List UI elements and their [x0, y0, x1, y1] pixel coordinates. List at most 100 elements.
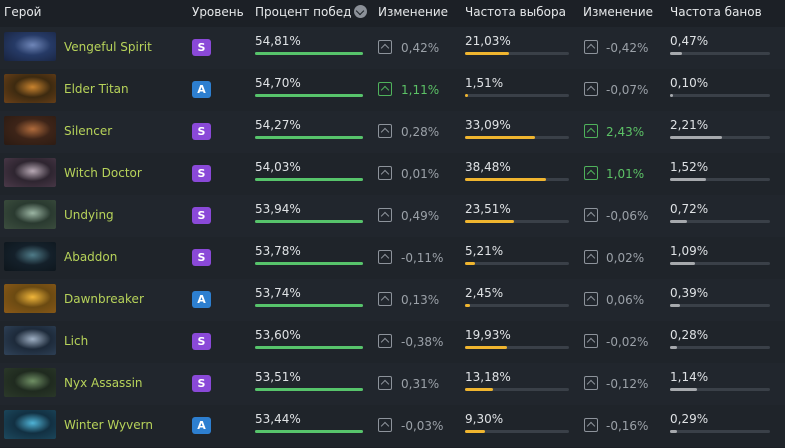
- winrate-bar-fill: [255, 304, 363, 307]
- pickrate-bar: [465, 178, 569, 181]
- header-change-winrate[interactable]: Изменение: [378, 5, 449, 19]
- winrate-bar: [255, 220, 363, 223]
- winrate-bar: [255, 262, 363, 265]
- pickrate-value: 1,51%: [465, 76, 504, 90]
- winrate-bar: [255, 304, 363, 307]
- pickrate-bar: [465, 136, 569, 139]
- chevron-up-icon: [584, 124, 598, 138]
- chevron-up-icon: [584, 334, 598, 348]
- table-row[interactable]: Abaddon S 53,78% -0,11% 5,21% 0,02% 1,09…: [0, 237, 785, 279]
- table-row[interactable]: Silencer S 54,27% 0,28% 33,09% 2,43% 2,2…: [0, 111, 785, 153]
- winrate-value: 53,74%: [255, 286, 301, 300]
- chevron-up-icon: [584, 82, 598, 96]
- table-row[interactable]: Vengeful Spirit S 54,81% 0,42% 21,03% -0…: [0, 27, 785, 69]
- pickrate-bar: [465, 388, 569, 391]
- pickrate-value: 2,45%: [465, 286, 504, 300]
- chevron-up-icon: [378, 376, 392, 390]
- banrate-bar-fill: [670, 388, 697, 391]
- chevron-up-icon: [378, 82, 392, 96]
- winrate-change: 0,13%: [401, 293, 440, 307]
- chevron-up-icon: [584, 250, 598, 264]
- header-pickrate[interactable]: Частота выбора: [465, 5, 566, 19]
- hero-name[interactable]: Winter Wyvern: [64, 418, 153, 432]
- chevron-up-icon: [378, 166, 392, 180]
- winrate-change: 0,28%: [401, 125, 440, 139]
- tier-badge: S: [192, 375, 211, 392]
- banrate-bar-fill: [670, 304, 680, 307]
- hero-portrait[interactable]: [4, 368, 56, 397]
- winrate-change: 1,11%: [401, 83, 440, 97]
- hero-portrait[interactable]: [4, 32, 56, 61]
- hero-portrait[interactable]: [4, 116, 56, 145]
- table-row[interactable]: Elder Titan A 54,70% 1,11% 1,51% -0,07% …: [0, 69, 785, 111]
- header-tier[interactable]: Уровень: [192, 5, 244, 19]
- pickrate-bar: [465, 262, 569, 265]
- tier-badge: S: [192, 207, 211, 224]
- table-row[interactable]: Nyx Assassin S 53,51% 0,31% 13,18% -0,12…: [0, 363, 785, 405]
- winrate-value: 53,51%: [255, 370, 301, 384]
- table-row[interactable]: Undying S 53,94% 0,49% 23,51% -0,06% 0,7…: [0, 195, 785, 237]
- tier-badge: S: [192, 165, 211, 182]
- hero-portrait[interactable]: [4, 242, 56, 271]
- chevron-up-icon: [584, 292, 598, 306]
- banrate-bar: [670, 52, 770, 55]
- winrate-bar-fill: [255, 262, 363, 265]
- hero-portrait[interactable]: [4, 158, 56, 187]
- pickrate-value: 19,93%: [465, 328, 511, 342]
- hero-name[interactable]: Vengeful Spirit: [64, 40, 152, 54]
- pickrate-change: 0,02%: [606, 251, 645, 265]
- winrate-change: 0,01%: [401, 167, 440, 181]
- hero-name[interactable]: Abaddon: [64, 250, 118, 264]
- hero-name[interactable]: Witch Doctor: [64, 166, 142, 180]
- chevron-up-icon: [378, 208, 392, 222]
- table-row[interactable]: Dawnbreaker A 53,74% 0,13% 2,45% 0,06% 0…: [0, 279, 785, 321]
- winrate-value: 54,70%: [255, 76, 301, 90]
- hero-portrait[interactable]: [4, 284, 56, 313]
- chevron-up-icon: [584, 208, 598, 222]
- hero-portrait[interactable]: [4, 74, 56, 103]
- table-row[interactable]: Winter Wyvern A 53,44% -0,03% 9,30% -0,1…: [0, 405, 785, 447]
- pickrate-change: 2,43%: [606, 125, 645, 139]
- banrate-value: 0,29%: [670, 412, 709, 426]
- winrate-bar: [255, 136, 363, 139]
- banrate-bar: [670, 430, 770, 433]
- chevron-up-icon: [378, 292, 392, 306]
- hero-portrait[interactable]: [4, 410, 56, 439]
- header-winrate[interactable]: Процент побед: [255, 5, 368, 19]
- table-row[interactable]: Witch Doctor S 54,03% 0,01% 38,48% 1,01%…: [0, 153, 785, 195]
- hero-portrait[interactable]: [4, 200, 56, 229]
- pickrate-bar: [465, 430, 569, 433]
- table-row[interactable]: Lich S 53,60% -0,38% 19,93% -0,02% 0,28%: [0, 321, 785, 363]
- header-hero[interactable]: Герой: [4, 5, 42, 19]
- pickrate-bar-fill: [465, 304, 470, 307]
- hero-name[interactable]: Elder Titan: [64, 82, 129, 96]
- banrate-value: 0,72%: [670, 202, 709, 216]
- hero-portrait[interactable]: [4, 326, 56, 355]
- winrate-value: 53,78%: [255, 244, 301, 258]
- banrate-value: 1,14%: [670, 370, 709, 384]
- winrate-bar-fill: [255, 430, 363, 433]
- winrate-bar-fill: [255, 346, 363, 349]
- hero-name[interactable]: Nyx Assassin: [64, 376, 143, 390]
- winrate-bar-fill: [255, 220, 363, 223]
- hero-name[interactable]: Undying: [64, 208, 114, 222]
- winrate-bar: [255, 430, 363, 433]
- hero-name[interactable]: Silencer: [64, 124, 113, 138]
- header-banrate[interactable]: Частота банов: [670, 5, 762, 19]
- pickrate-bar: [465, 94, 569, 97]
- pickrate-bar-fill: [465, 52, 509, 55]
- pickrate-bar-fill: [465, 430, 485, 433]
- pickrate-change: -0,02%: [606, 335, 649, 349]
- chevron-up-icon: [378, 124, 392, 138]
- sort-desc-icon[interactable]: [354, 5, 368, 18]
- hero-name[interactable]: Dawnbreaker: [64, 292, 144, 306]
- pickrate-bar-fill: [465, 178, 546, 181]
- chevron-up-icon: [378, 250, 392, 264]
- hero-name[interactable]: Lich: [64, 334, 89, 348]
- banrate-value: 0,47%: [670, 34, 709, 48]
- banrate-bar: [670, 346, 770, 349]
- header-change-pickrate[interactable]: Изменение: [583, 5, 654, 19]
- pickrate-change: -0,06%: [606, 209, 649, 223]
- winrate-value: 53,60%: [255, 328, 301, 342]
- banrate-bar: [670, 262, 770, 265]
